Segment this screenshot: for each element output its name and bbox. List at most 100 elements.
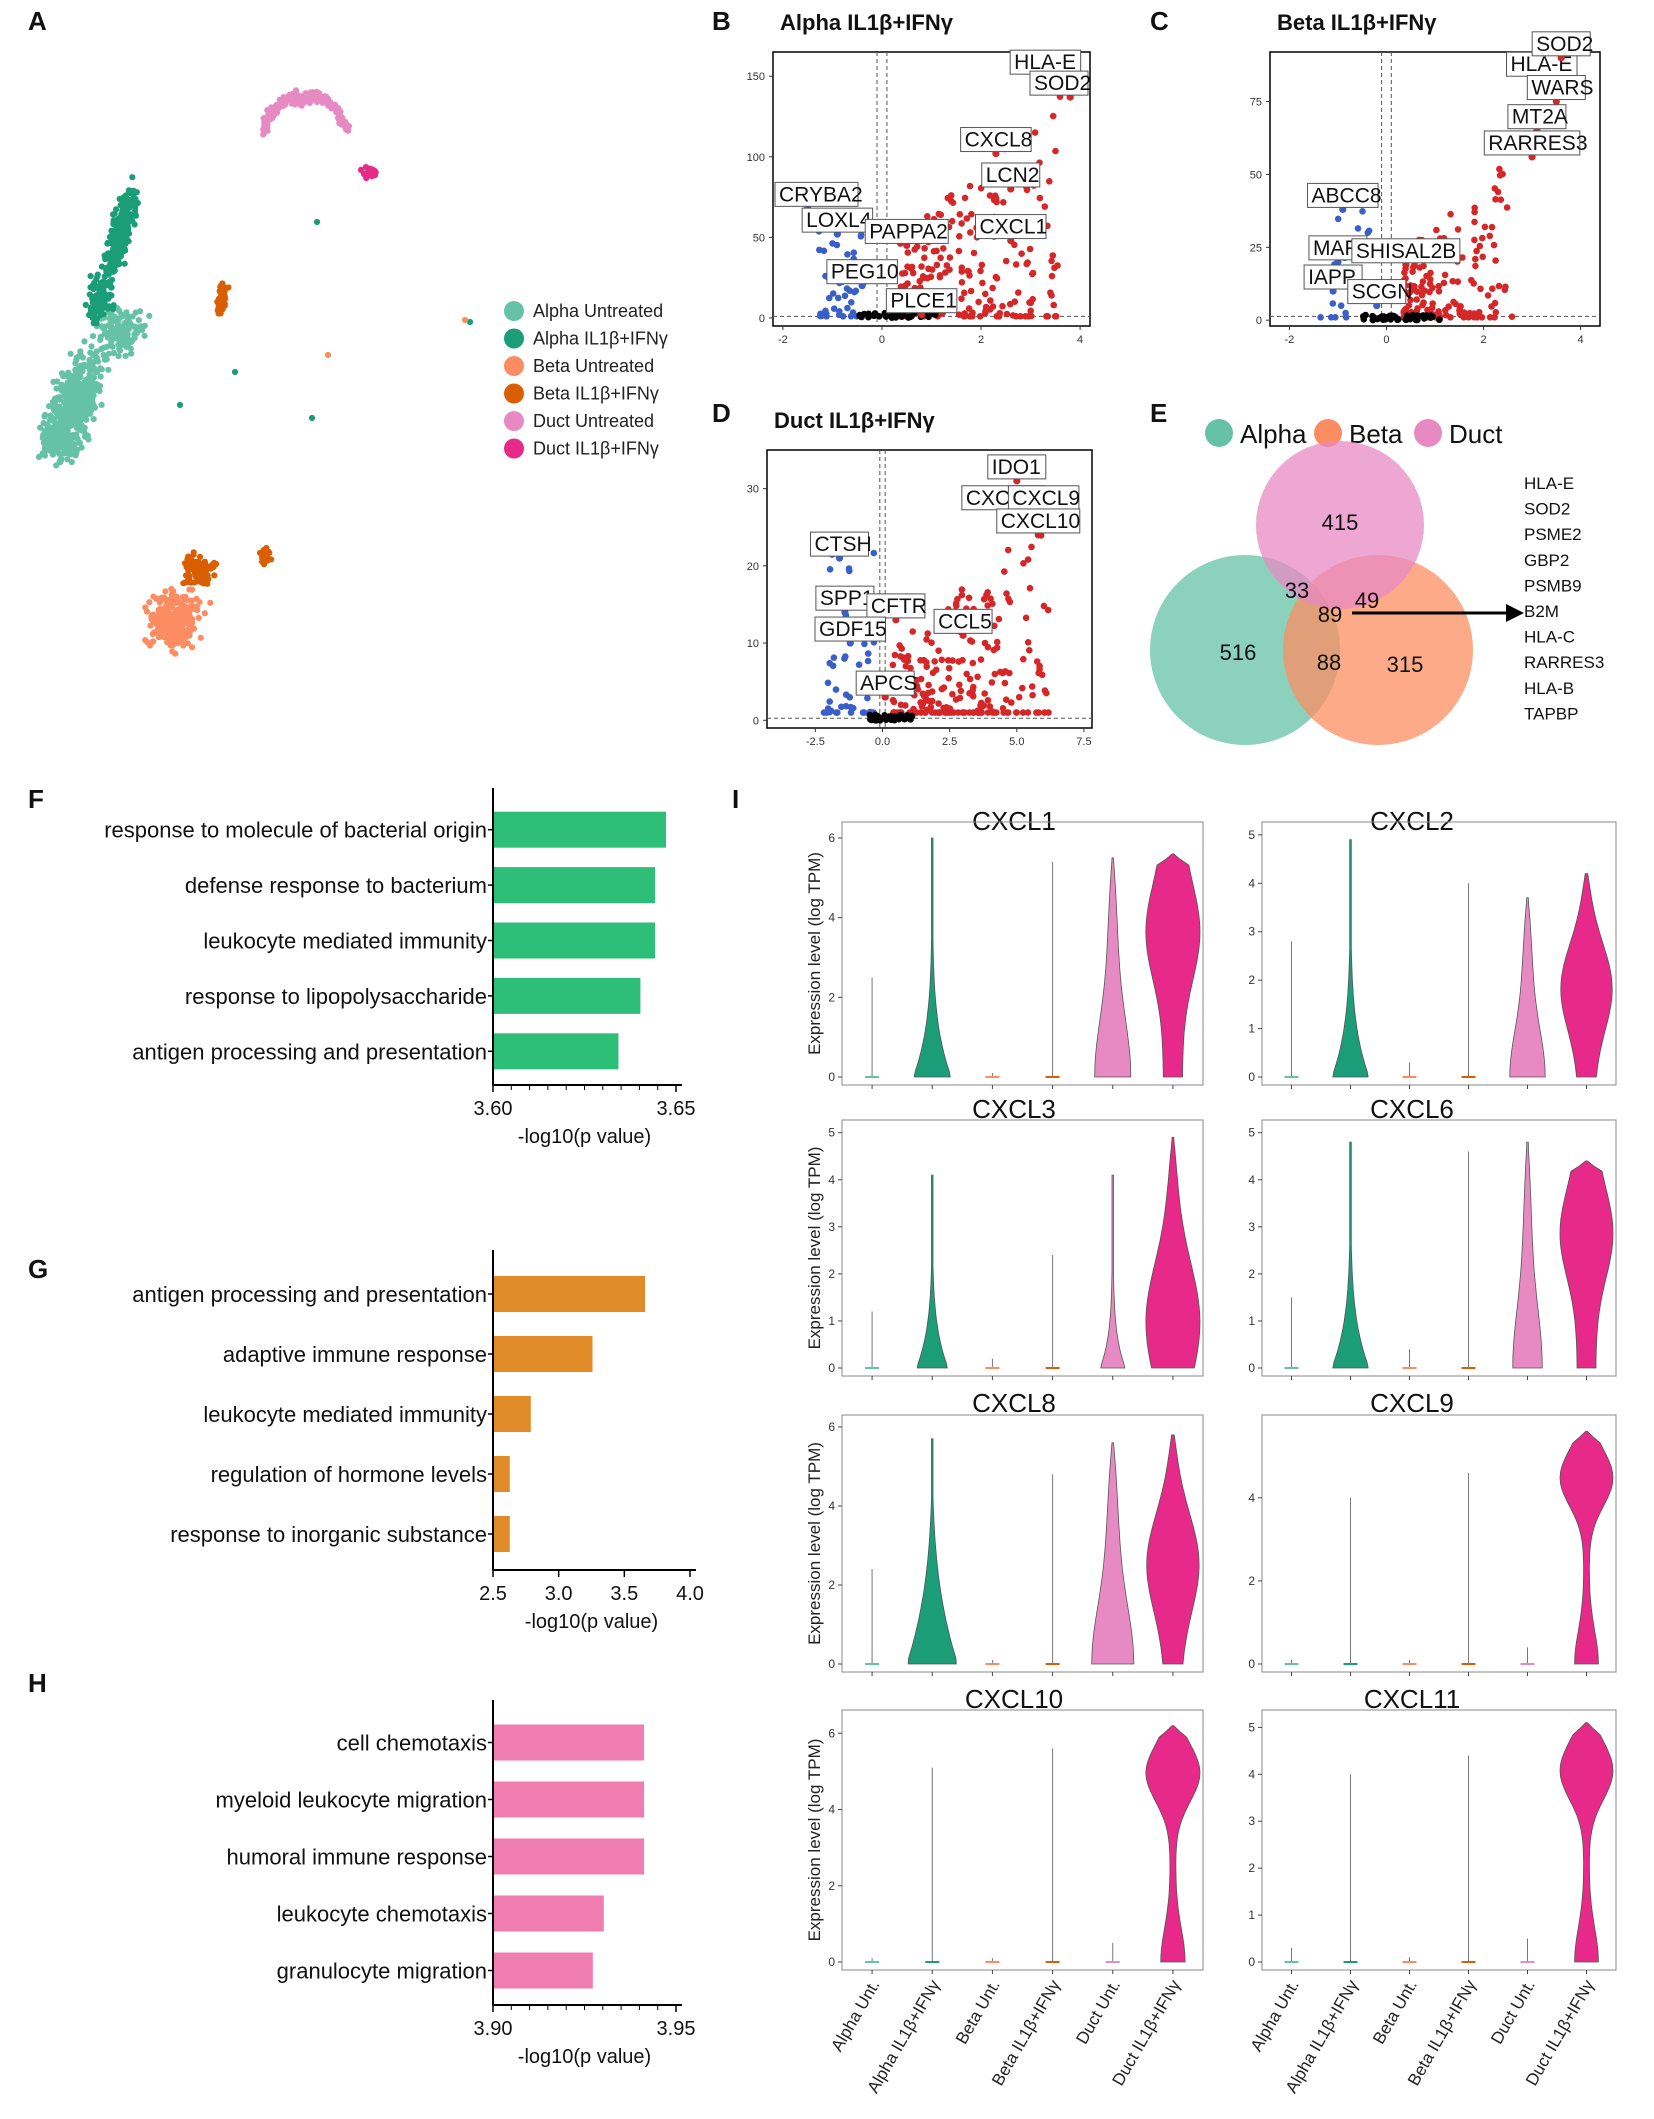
violin bbox=[913, 837, 951, 1078]
shared-gene-7: RARRES3 bbox=[1524, 653, 1604, 672]
umap-point bbox=[176, 617, 183, 624]
volcano-point bbox=[999, 705, 1007, 712]
volcano-point bbox=[1449, 277, 1456, 285]
gene-label: SCGN bbox=[1352, 281, 1413, 304]
volcano-point bbox=[838, 703, 845, 711]
volcano-point bbox=[1419, 278, 1427, 285]
umap-point bbox=[131, 331, 138, 338]
umap-point bbox=[104, 334, 111, 341]
category-label: antigen processing and presentation bbox=[132, 1282, 487, 1307]
volcano-point bbox=[1481, 223, 1489, 231]
volcano-point bbox=[927, 273, 935, 281]
volcano-point bbox=[991, 622, 998, 630]
umap-point bbox=[189, 644, 196, 651]
category-label: humoral immune response bbox=[227, 1845, 487, 1870]
panel-label-i: I bbox=[732, 784, 739, 814]
umap-point bbox=[291, 101, 298, 108]
volcano-point bbox=[913, 243, 921, 250]
violin bbox=[1559, 1722, 1614, 1963]
volcano-point bbox=[1004, 546, 1012, 554]
bar bbox=[494, 1895, 604, 1932]
umap-point bbox=[149, 630, 156, 638]
volcano-point bbox=[1407, 282, 1414, 289]
gene-label-box bbox=[996, 508, 1081, 534]
volcano-point bbox=[1329, 300, 1337, 307]
volcano-point bbox=[920, 699, 927, 707]
umap-point bbox=[162, 588, 169, 595]
venn-legend-alpha: Alpha bbox=[1240, 419, 1307, 449]
volcano-point bbox=[938, 656, 946, 664]
volcano-title: Beta IL1β+IFNγ bbox=[1277, 10, 1437, 35]
volcano-point bbox=[1052, 313, 1060, 320]
umap-point bbox=[337, 120, 344, 127]
violin bbox=[1559, 1430, 1614, 1665]
volcano-point bbox=[977, 656, 985, 663]
umap-point bbox=[69, 444, 76, 451]
plot-frame bbox=[772, 51, 1091, 327]
umap-point bbox=[90, 364, 97, 372]
volcano-point bbox=[855, 661, 863, 668]
volcano-point bbox=[999, 302, 1006, 310]
venn-legend-alpha-swatch bbox=[1205, 419, 1233, 447]
volcano-point bbox=[958, 591, 966, 599]
volcano-point bbox=[1503, 204, 1511, 211]
umap-point bbox=[83, 407, 90, 414]
legend-label-4: Duct Untreated bbox=[533, 411, 654, 431]
gene-label-box bbox=[810, 531, 870, 557]
umap-point bbox=[173, 623, 180, 630]
umap-point bbox=[123, 309, 130, 316]
venn-count-beta-duct: 49 bbox=[1355, 588, 1379, 613]
umap-point bbox=[282, 97, 289, 104]
volcano-point bbox=[1024, 709, 1032, 716]
umap-point bbox=[79, 354, 86, 361]
volcano-point bbox=[999, 669, 1006, 677]
umap-point bbox=[110, 349, 117, 357]
volcano-point bbox=[1008, 699, 1015, 706]
volcano-point bbox=[1454, 278, 1462, 286]
umap-point bbox=[301, 99, 308, 106]
volcano-point bbox=[1019, 684, 1026, 692]
umap-point bbox=[114, 227, 121, 235]
y-tick-label: 4 bbox=[1248, 1491, 1255, 1505]
volcano-point bbox=[1029, 269, 1037, 277]
volcano-point bbox=[1020, 655, 1027, 663]
volcano-point bbox=[1484, 292, 1492, 299]
violin-title: CXCL2 bbox=[1370, 806, 1454, 836]
umap-point bbox=[265, 110, 272, 117]
volcano-point bbox=[1359, 208, 1366, 215]
volcano-point bbox=[1015, 693, 1023, 701]
umap-point bbox=[151, 618, 158, 625]
umap-point bbox=[63, 426, 70, 433]
bar bbox=[494, 1838, 645, 1875]
y-tick-label: 100 bbox=[747, 152, 765, 164]
volcano-point bbox=[1054, 262, 1061, 269]
umap-point bbox=[58, 383, 65, 390]
volcano-point bbox=[1035, 669, 1042, 677]
volcano-point bbox=[1015, 289, 1022, 296]
volcano-point bbox=[1429, 300, 1436, 307]
volcano-point bbox=[958, 586, 966, 593]
gene-label: PEG10 bbox=[831, 261, 899, 284]
group-label: Alpha Unt. bbox=[1247, 1977, 1303, 2055]
venn-arrow-head bbox=[1506, 604, 1524, 622]
volcano-point bbox=[965, 268, 972, 275]
volcano-point bbox=[925, 681, 932, 689]
volcano-point bbox=[984, 697, 992, 704]
gene-label-box bbox=[855, 670, 915, 696]
volcano-point bbox=[864, 650, 872, 657]
umap-point bbox=[261, 123, 268, 130]
volcano-point bbox=[1420, 299, 1427, 306]
category-label: adaptive immune response bbox=[223, 1342, 487, 1367]
volcano-point bbox=[948, 217, 956, 225]
umap-point bbox=[77, 426, 84, 433]
umap-point bbox=[211, 572, 218, 579]
gene-label: APCS bbox=[860, 672, 917, 695]
volcano-point bbox=[1025, 313, 1032, 320]
gene-label: SOD2 bbox=[1536, 33, 1593, 56]
umap-point bbox=[185, 579, 192, 586]
volcano-point bbox=[1028, 543, 1035, 551]
volcano-point bbox=[1387, 316, 1394, 323]
y-tick-label: 6 bbox=[828, 831, 835, 845]
umap-point bbox=[150, 593, 157, 600]
volcano-point bbox=[1001, 568, 1008, 575]
